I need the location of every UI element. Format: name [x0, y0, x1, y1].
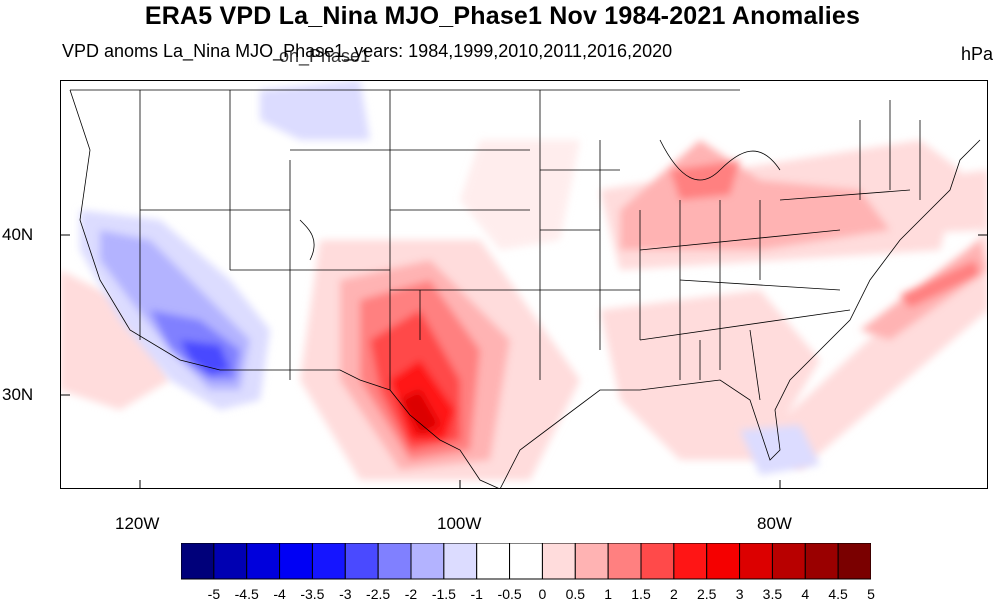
colorbar-swatch [377, 543, 412, 580]
colorbar-swatch [739, 543, 773, 580]
colorbar [181, 543, 871, 580]
lat-label-40n: 40N [2, 225, 34, 244]
colorbar-swatch [607, 543, 642, 580]
colorbar-swatch [804, 543, 839, 580]
colorbar-swatch [541, 543, 576, 580]
colorbar-tick-label: 5 [867, 586, 875, 602]
colorbar-swatch [410, 543, 445, 580]
colorbar-swatch [640, 543, 675, 580]
subtitle-overlap-text: on_Phase1 [279, 46, 371, 66]
colorbar-tick-label: -3 [339, 586, 352, 602]
colorbar-tick-label: 3.5 [762, 586, 783, 602]
colorbar-swatch [837, 543, 871, 580]
lon-label-120w: 120W [115, 514, 160, 533]
colorbar-tick-label: -1 [470, 586, 483, 602]
map-frame [60, 80, 988, 489]
lat-label-30n: 30N [2, 385, 34, 404]
colorbar-swatch [311, 543, 346, 580]
colorbar-tick-label: -5 [207, 586, 221, 602]
colorbar-swatch [443, 543, 478, 580]
colorbar-swatch [476, 543, 511, 580]
colorbar-tick-label: 0.5 [565, 586, 586, 602]
colorbar-tick-label: -2.5 [366, 586, 391, 602]
colorbar-tick-label: -3.5 [300, 586, 325, 602]
units-label: hPa [960, 44, 993, 64]
map-ticks [60, 234, 988, 489]
negative-anomalies [80, 80, 820, 475]
lon-label-80w: 80W [757, 514, 792, 533]
colorbar-tick-label: -4 [273, 586, 286, 602]
boundaries [69, 89, 981, 489]
positive-anomalies [60, 140, 988, 480]
colorbar-tick-label: -4.5 [234, 586, 259, 602]
colorbar-tick-label: 1 [604, 586, 612, 602]
colorbar-tick-label: 3 [735, 586, 744, 602]
colorbar-tick-label: 4.5 [828, 586, 848, 602]
colorbar-swatch [706, 543, 741, 580]
colorbar-tick-label: 4 [801, 586, 810, 602]
colorbar-tick-label: 2 [669, 586, 678, 602]
colorbar-swatch [673, 543, 708, 580]
subtitle: VPD anoms La_Nina MJO_Phase1_years: 1984… [62, 41, 673, 61]
lon-label-100w: 100W [437, 514, 482, 533]
anomaly-map [60, 80, 988, 489]
colorbar-swatch [181, 543, 215, 580]
colorbar-tick-label: -0.5 [497, 586, 522, 602]
colorbar-tick-label: 0 [538, 586, 547, 602]
colorbar-swatch [246, 543, 281, 580]
colorbar-tick-label: 2.5 [696, 586, 717, 602]
colorbar-swatch [213, 543, 248, 580]
chart-title: ERA5 VPD La_Nina MJO_Phase1 Nov 1984-202… [144, 2, 861, 30]
colorbar-swatch [509, 543, 543, 580]
colorbar-swatch [279, 543, 313, 580]
colorbar-tick-label: -2 [404, 586, 418, 602]
colorbar-tick-label: 1.5 [631, 586, 651, 602]
colorbar-swatch [771, 543, 806, 580]
colorbar-tick-label: -1.5 [431, 586, 456, 602]
colorbar-swatch [344, 543, 379, 580]
colorbar-swatch [574, 543, 609, 580]
